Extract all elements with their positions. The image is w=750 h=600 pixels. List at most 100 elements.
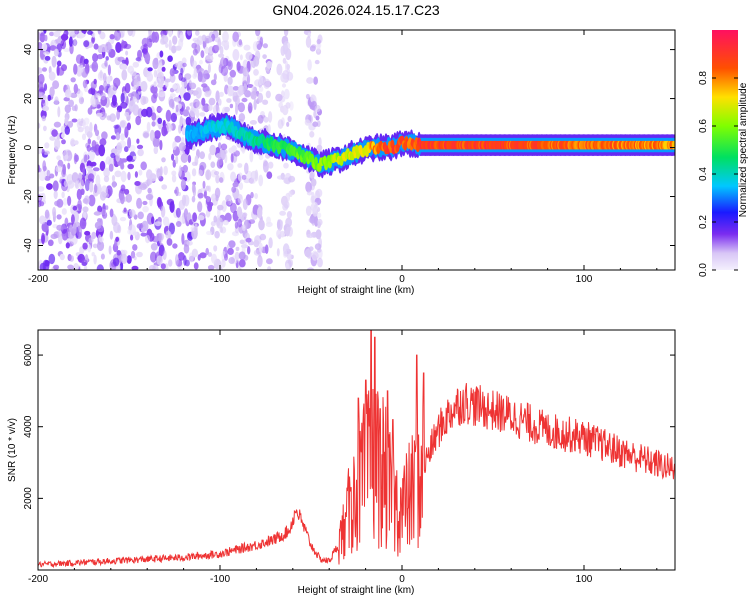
spectrogram-cell (157, 107, 163, 112)
spectrogram-cell (232, 31, 239, 43)
spectrogram-cell (86, 144, 92, 152)
spectrogram-cell (136, 93, 140, 104)
spectrogram-cell (180, 67, 184, 76)
spectrogram-cell (75, 54, 83, 64)
spectrogram-cell (153, 69, 158, 78)
spectrogram-cell (41, 115, 46, 122)
spectrogram-cell (167, 55, 173, 62)
spectrogram-cell (134, 171, 138, 178)
spectrogram-cell (92, 243, 98, 249)
spectrogram-cell (247, 74, 251, 85)
spectrogram-cell (129, 144, 136, 152)
spectrogram-cell (94, 183, 98, 194)
spectrogram-cell (203, 69, 210, 80)
spectrogram-cell (306, 77, 314, 84)
spectrogram-cell (232, 49, 240, 61)
colorbar-tick-label: 0.2 (698, 215, 709, 229)
spectrogram-cell (286, 253, 293, 260)
spectrogram-cell (242, 198, 248, 211)
spectrogram-cell (181, 233, 185, 245)
spectrogram-cell (38, 164, 41, 173)
spectrogram-cell (182, 109, 190, 117)
x-tick-label: -200 (28, 274, 48, 285)
spectrogram-cell (116, 142, 123, 154)
spectrogram-cell (73, 63, 78, 75)
spectrogram-cell (99, 69, 103, 79)
spectrogram-cell (182, 164, 188, 173)
spectrogram-cell (87, 173, 95, 182)
spectrogram-cell (189, 107, 197, 118)
spectrogram-cell (96, 54, 104, 60)
spectrogram-cell (191, 195, 196, 203)
spectrogram-cell (183, 92, 191, 101)
spectrogram-cell (96, 112, 103, 117)
spectrogram-cell (309, 45, 316, 52)
spectrogram-cell (168, 39, 172, 51)
spectrogram-cell (109, 230, 114, 240)
spectrogram-cell (144, 52, 151, 64)
spectrogram-cell (98, 85, 105, 92)
spectrogram-cell (63, 97, 70, 102)
spectrogram-cell (108, 245, 112, 255)
spectrogram-cell (165, 43, 169, 48)
spectrogram-cell (71, 118, 78, 123)
spectrogram-cell (119, 119, 127, 129)
spectrogram-cell (201, 83, 208, 88)
spectrogram-cell (71, 105, 77, 112)
spectrogram-cell (171, 174, 177, 183)
spectrogram-cell (210, 79, 217, 86)
spectrogram-cell (136, 251, 143, 258)
spectrogram-cell (127, 93, 134, 98)
spectrogram-cell (200, 50, 205, 59)
spectrogram-cell (90, 95, 97, 107)
spectrogram-cell (199, 151, 205, 160)
spectrogram-cell (318, 137, 322, 147)
spectrogram-cell (247, 102, 253, 114)
x-tick-label: 0 (399, 274, 405, 285)
spectrogram-cell (237, 163, 243, 168)
spectrogram-cell (229, 69, 236, 78)
spectrogram-cell (219, 227, 224, 233)
spectrogram-cell (255, 30, 261, 37)
spectrogram-cell (100, 92, 106, 101)
spectrogram-cell (169, 201, 175, 213)
spectrogram-cell (282, 57, 287, 64)
spectrogram-cell (38, 186, 45, 192)
spectrogram-cell (232, 86, 240, 91)
spectrogram-cell (287, 115, 292, 123)
spectrogram-cell (311, 250, 319, 261)
spectrogram-cell (126, 122, 131, 131)
spectrogram-cell (97, 218, 102, 223)
spectrogram-cell (41, 43, 48, 52)
spectrogram-cell (145, 234, 151, 244)
spectrogram-cell (150, 243, 158, 251)
spectrogram-cell (311, 191, 315, 204)
spectrogram-cell (151, 31, 156, 43)
spectrogram-cell (64, 126, 71, 135)
spectrogram-cell (306, 233, 314, 239)
y-tick-label: 40 (23, 44, 34, 56)
spectrogram-cell (84, 230, 91, 236)
spectrogram-cell (113, 77, 121, 88)
spectrogram-cell (81, 261, 87, 266)
spectrogram-cell (52, 180, 59, 192)
y-tick-label: 6000 (23, 344, 34, 367)
spectrogram-cell (77, 199, 82, 211)
spectrogram-cell (187, 154, 192, 163)
spectrogram-cell (214, 230, 220, 239)
spectrogram-cell (111, 94, 117, 107)
spectrogram-cell (77, 32, 85, 39)
spectrogram-cell (175, 207, 181, 218)
spectrogram-cell (257, 114, 264, 124)
spectrogram-cell (151, 216, 155, 225)
spectrogram-cell (136, 138, 140, 144)
spectrogram-cell (44, 260, 50, 267)
spectrogram-cell (209, 144, 217, 156)
spectrogram-cell (283, 30, 289, 37)
spectrogram-cell (310, 94, 316, 103)
spectrogram-cell (210, 161, 216, 168)
spectrogram-cell (174, 135, 182, 143)
spectrogram-cell (180, 153, 189, 163)
spectrogram-cell (180, 166, 186, 171)
spectrogram-cell (219, 91, 224, 97)
